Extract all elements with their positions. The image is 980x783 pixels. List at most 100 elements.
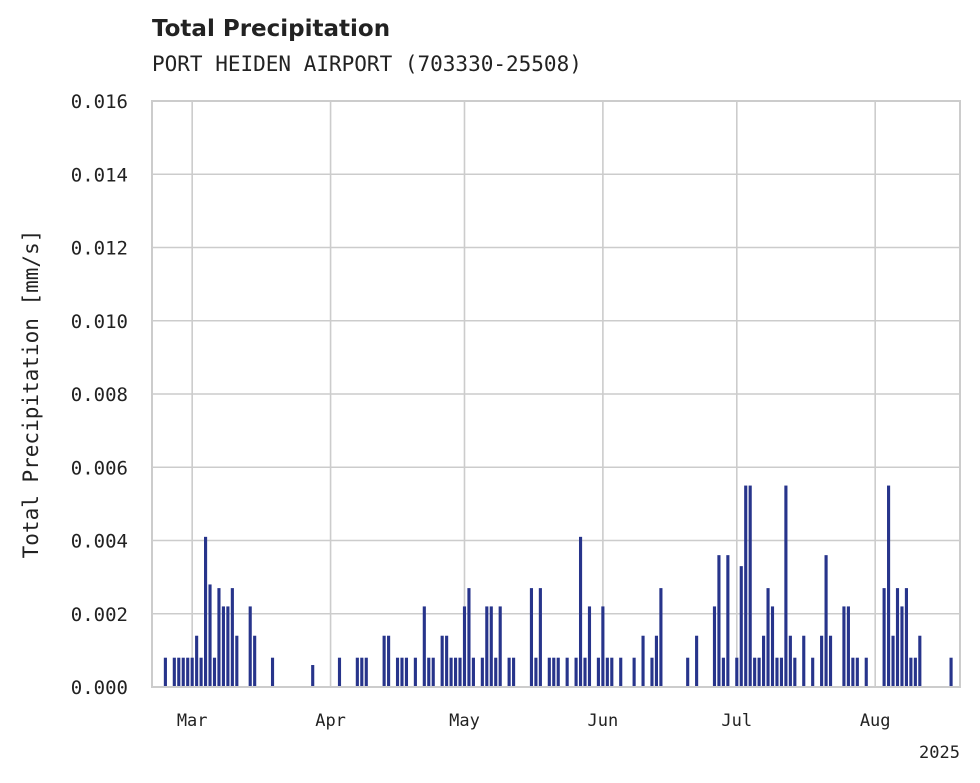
precip-bar [337,657,342,687]
precip-bar [253,635,257,687]
precip-bar [770,606,775,687]
precip-bar [887,485,891,687]
precip-bar [739,566,743,687]
precip-bar [779,657,783,687]
precip-bar [610,657,614,687]
precip-bar [802,635,806,687]
y-tick-label: 0.014 [71,164,128,186]
precip-bar [851,657,855,687]
y-tick-labels: 0.000 0.002 0.004 0.006 0.008 0.010 0.012 0.014… [71,91,128,699]
precip-bar [172,657,176,687]
precip-bar [512,657,516,687]
precip-bar [431,657,435,687]
precip-bar [534,657,538,687]
precip-bar [422,606,426,687]
precip-bar [735,657,739,687]
precip-bar [891,635,895,687]
precip-bar [574,657,578,687]
precip-bar [186,657,190,687]
precip-bar [721,657,725,687]
precip-bar [181,657,185,687]
x-tick-label: May [449,711,480,731]
precip-bar [552,657,556,687]
precip-bar [221,606,225,687]
precip-bar [404,657,409,687]
precip-bar [583,657,587,687]
precip-bar [900,606,904,687]
chart-subtitle: PORT HEIDEN AIRPORT (703330-25508) [152,52,582,76]
precip-bar [744,485,748,687]
y-axis-label: Total Precipitation [mm/s] [19,230,43,559]
chart-title: Total Precipitation [152,16,391,42]
precip-bar [458,657,462,687]
precip-bar [596,657,600,687]
y-tick-label: 0.008 [71,384,128,406]
y-tick-label: 0.000 [71,677,128,699]
precip-bar [547,657,551,687]
precip-bar [775,657,779,687]
precip-bar [726,555,730,687]
grid [152,100,960,688]
precip-bar [462,606,467,687]
precip-bar [212,657,217,687]
precip-bar [864,657,868,687]
precip-bar [757,657,761,687]
precip-bar [695,635,699,687]
precip-bar [565,657,569,687]
y-tick-label: 0.006 [71,457,128,479]
precip-bar [311,665,315,687]
precip-bar [199,657,203,687]
year-label: 2025 [919,743,960,763]
precip-bar [195,635,199,687]
precip-bar [918,635,922,687]
precip-bar [226,606,230,687]
precip-bar [632,657,636,687]
precip-bar [395,657,400,687]
plot-frame [151,100,961,688]
precip-bar [784,485,788,687]
y-tick-label: 0.012 [71,238,128,260]
precip-bar [605,657,609,687]
precip-bar [507,657,511,687]
precip-bar [387,635,391,687]
precip-bar [820,635,824,687]
precip-bar [360,657,364,687]
precip-bar [556,657,560,687]
precip-bar [494,657,498,687]
precip-bar [601,606,605,687]
precip-bar [909,657,913,687]
precip-bar [208,584,212,687]
precip-bar [163,657,167,687]
precip-bar [641,635,645,687]
precip-bar [717,555,721,687]
precip-bar [498,606,502,687]
precip-bar [270,657,275,687]
precip-bar [190,657,194,687]
precip-bar [913,657,917,687]
precip-bar [355,657,359,687]
precip-bar [855,657,859,687]
precip-bar [846,606,850,687]
precip-bar [895,588,900,687]
precip-bar [538,588,542,687]
precip-bar [382,635,386,687]
precip-bar [204,536,208,687]
x-tick-labels: Mar Apr May Jun Jul Aug [177,711,891,731]
precip-bar [489,606,493,687]
precip-bar [440,635,444,687]
precip-bar [364,657,368,687]
precip-bar [587,606,592,687]
precip-bar [766,588,770,687]
precip-bar [427,657,431,687]
precip-bar [811,657,815,687]
precip-bar [824,555,828,687]
x-tick-label: Aug [860,711,891,731]
precip-bar [217,588,221,687]
precip-bar [485,606,489,687]
precip-bar [686,657,690,687]
x-tick-label: Jul [721,711,752,731]
x-tick-label: Mar [177,711,208,731]
y-tick-label: 0.016 [71,91,128,113]
precip-bar [471,657,475,687]
